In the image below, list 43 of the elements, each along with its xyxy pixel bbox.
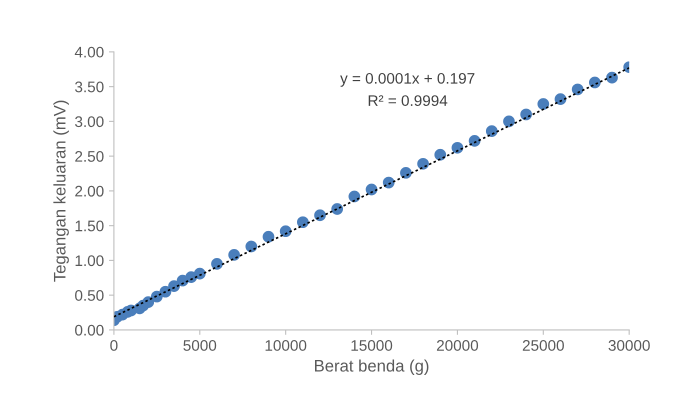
y-tick-label: 0.50 [75, 290, 104, 301]
point [280, 225, 292, 238]
x-tick-label: 25000 [522, 340, 564, 351]
point [296, 216, 309, 228]
point [572, 84, 584, 96]
point [314, 209, 326, 222]
x-tick-label: 15000 [351, 340, 392, 351]
point [434, 148, 446, 161]
point [262, 230, 274, 243]
x-tick-label: 0 [110, 340, 118, 351]
y-tick-label: 1.00 [76, 255, 104, 266]
point [228, 249, 240, 261]
x-tick-label: 20000 [436, 340, 478, 351]
point [520, 108, 532, 120]
point [588, 76, 601, 88]
point [468, 135, 480, 147]
point [366, 184, 378, 196]
y-axis-title: Tegangan keluaran (mV) [53, 100, 69, 282]
point [348, 190, 360, 202]
x-tick-label: 10000 [266, 340, 306, 351]
point [606, 72, 618, 84]
point [503, 116, 515, 128]
point [537, 98, 550, 110]
x-tick-label: 5000 [183, 340, 216, 351]
point [211, 258, 223, 270]
annotation: y = 0.0001x + 0.197 [340, 72, 474, 87]
y-tick-label: 2.00 [75, 186, 104, 197]
y-tick-label: 1.50 [76, 220, 104, 232]
point [400, 166, 412, 179]
point [486, 125, 498, 137]
y-tick-label: 0.00 [75, 324, 104, 336]
point [194, 268, 206, 280]
point [245, 240, 258, 252]
y-tick-label: 2.50 [75, 151, 104, 162]
y-tick-label: 4.00 [74, 46, 104, 58]
point [554, 93, 566, 105]
y-tick-label: 3.50 [75, 82, 104, 92]
y-tick-label: 3.00 [75, 116, 104, 128]
x-tick-label: 30000 [608, 340, 650, 351]
point [452, 142, 464, 154]
annotation: R² = 0.9994 [368, 95, 448, 106]
x-axis-title: Berat benda (g) [315, 359, 428, 375]
point [417, 158, 429, 170]
